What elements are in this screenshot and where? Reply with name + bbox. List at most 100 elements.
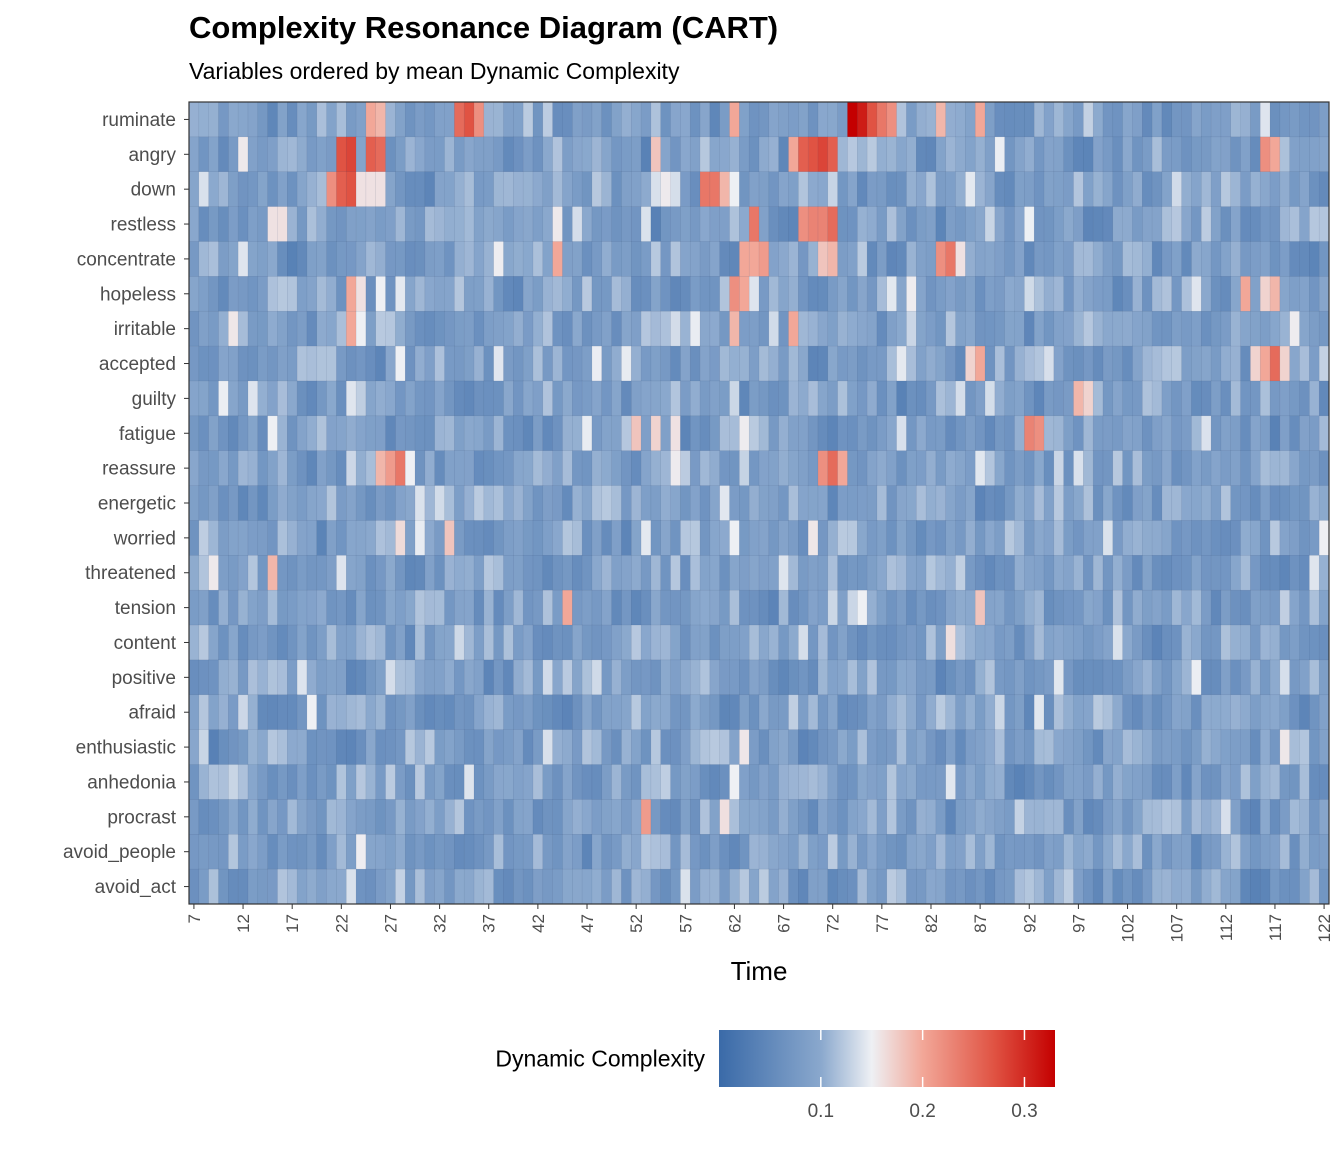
heatmap-cell — [345, 624, 357, 661]
heatmap-cell — [709, 171, 721, 208]
heatmap-cell — [709, 834, 721, 870]
heatmap-cell — [984, 729, 996, 766]
heatmap-cell — [552, 729, 563, 766]
heatmap-cell — [660, 485, 672, 521]
heatmap-cell — [827, 624, 839, 661]
heatmap-cell — [326, 241, 337, 277]
heatmap-cell — [247, 206, 259, 242]
heatmap-cell — [1161, 555, 1173, 591]
heatmap-cell — [1210, 276, 1222, 312]
heatmap-cell — [925, 485, 937, 521]
heatmap-cell — [218, 241, 229, 277]
heatmap-cell — [532, 589, 544, 626]
heatmap-cell — [1279, 136, 1291, 173]
heatmap-cell — [945, 380, 957, 417]
heatmap-cell — [277, 764, 288, 800]
heatmap-cell — [915, 380, 927, 417]
heatmap-cell — [1024, 276, 1035, 312]
heatmap-cell — [798, 310, 809, 347]
heatmap-cell — [1299, 555, 1310, 591]
heatmap-cell — [1142, 345, 1153, 382]
heatmap-cell — [955, 101, 966, 138]
heatmap-cell — [188, 450, 200, 487]
heatmap-cell — [237, 520, 249, 556]
heatmap-cell — [1259, 450, 1271, 487]
heatmap-cell — [984, 241, 996, 277]
heatmap-cell — [1289, 729, 1301, 766]
heatmap-cell — [768, 694, 780, 731]
heatmap-cell — [1151, 485, 1163, 521]
heatmap-cell — [228, 310, 239, 347]
heatmap-cell — [552, 206, 563, 242]
heatmap-cell — [306, 310, 318, 347]
heatmap-cell — [1083, 589, 1094, 626]
heatmap-cell — [532, 310, 544, 347]
heatmap-cell — [463, 345, 475, 382]
heatmap-cell — [228, 799, 239, 835]
heatmap-cell — [247, 276, 259, 312]
heatmap-cell — [208, 555, 219, 591]
heatmap-cell — [385, 834, 396, 870]
heatmap-cell — [866, 101, 878, 138]
heatmap-cell — [729, 834, 740, 870]
heatmap-cell — [866, 834, 878, 870]
heatmap-cell — [699, 729, 711, 766]
heatmap-cell — [748, 694, 760, 731]
heatmap-cell — [287, 659, 298, 696]
heatmap-cell — [857, 136, 868, 173]
heatmap-cell — [778, 868, 789, 905]
heatmap-cell — [257, 345, 269, 382]
heatmap-cell — [513, 868, 524, 905]
heatmap-cell — [414, 380, 426, 417]
heatmap-cell — [640, 450, 652, 487]
heatmap-cell — [513, 415, 524, 452]
heatmap-cell — [247, 171, 259, 208]
heatmap-cell — [296, 171, 308, 208]
heatmap-cell — [552, 310, 563, 347]
heatmap-cell — [424, 276, 436, 312]
heatmap-cell — [1014, 729, 1025, 766]
y-tick-label: guilty — [132, 389, 177, 410]
heatmap-cell — [1024, 659, 1035, 696]
heatmap-cell — [336, 450, 347, 487]
heatmap-cell — [247, 589, 259, 626]
heatmap-cell — [680, 310, 691, 347]
heatmap-cell — [1210, 345, 1222, 382]
y-tick-label: accepted — [99, 354, 176, 375]
heatmap-cell — [935, 136, 947, 173]
heatmap-cell — [345, 136, 357, 173]
heatmap-cell — [572, 485, 583, 521]
heatmap-cell — [1171, 868, 1183, 905]
heatmap-cell — [198, 136, 210, 173]
heatmap-cell — [1142, 555, 1153, 591]
heatmap-cell — [375, 380, 387, 417]
heatmap-cell — [827, 659, 839, 696]
heatmap-cell — [768, 659, 780, 696]
heatmap-cell — [316, 136, 328, 173]
heatmap-cell — [1033, 799, 1045, 835]
heatmap-cell — [208, 171, 219, 208]
heatmap-cell — [395, 555, 406, 591]
heatmap-cell — [965, 241, 976, 277]
heatmap-cell — [277, 555, 288, 591]
heatmap-cell — [689, 555, 701, 591]
heatmap-cell — [257, 694, 269, 731]
heatmap-cell — [542, 729, 554, 766]
heatmap-cell — [513, 276, 524, 312]
heatmap-cell — [208, 659, 219, 696]
heatmap-cell — [1014, 136, 1025, 173]
heatmap-cell — [906, 171, 917, 208]
heatmap-cell — [454, 450, 465, 487]
heatmap-cell — [316, 241, 328, 277]
heatmap-cell — [404, 206, 416, 242]
heatmap-cell — [1142, 729, 1153, 766]
heatmap-cell — [689, 276, 701, 312]
heatmap-cell — [503, 380, 514, 417]
heatmap-cell — [1122, 241, 1133, 277]
heatmap-cell — [768, 380, 780, 417]
heatmap-cell — [915, 659, 927, 696]
heatmap-cell — [660, 520, 672, 556]
heatmap-cell — [876, 310, 888, 347]
heatmap-cell — [483, 868, 495, 905]
heatmap-cell — [847, 555, 858, 591]
